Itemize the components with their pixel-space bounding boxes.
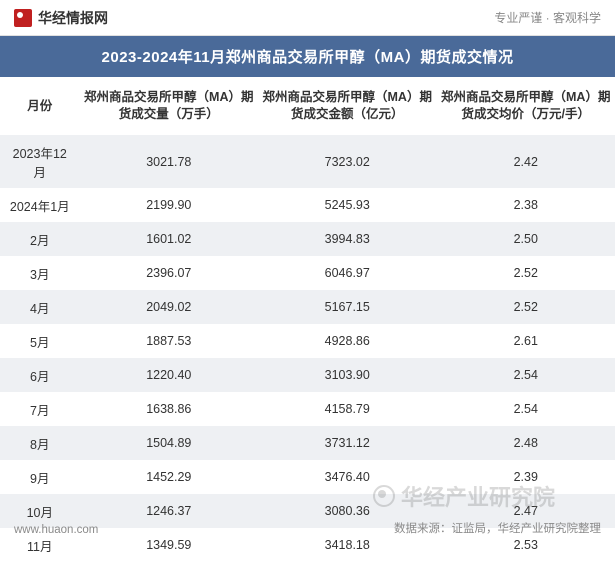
table-cell: 2049.02 [80, 290, 258, 324]
col-header-month: 月份 [0, 77, 80, 135]
table-cell: 3月 [0, 256, 80, 290]
table-row: 2023年12月3021.787323.022.42 [0, 135, 615, 188]
table-cell: 5167.15 [258, 290, 436, 324]
table-cell: 2396.07 [80, 256, 258, 290]
table-cell: 2.54 [436, 392, 615, 426]
page-footer: www.huaon.com 数据来源：证监局，华经产业研究院整理 [0, 520, 615, 536]
table-cell: 4158.79 [258, 392, 436, 426]
table-cell: 1601.02 [80, 222, 258, 256]
footer-source: 数据来源：证监局，华经产业研究院整理 [394, 520, 601, 536]
brand-name: 华经情报网 [38, 8, 108, 28]
table-cell: 2.50 [436, 222, 615, 256]
table-cell: 3731.12 [258, 426, 436, 460]
table-row: 8月1504.893731.122.48 [0, 426, 615, 460]
table-row: 5月1887.534928.862.61 [0, 324, 615, 358]
brand-logo-icon [14, 9, 32, 27]
table-cell: 2.42 [436, 135, 615, 188]
table-row: 3月2396.076046.972.52 [0, 256, 615, 290]
table-cell: 3994.83 [258, 222, 436, 256]
table-cell: 9月 [0, 460, 80, 494]
table-row: 2月1601.023994.832.50 [0, 222, 615, 256]
table-cell: 2.52 [436, 290, 615, 324]
table-cell: 2.61 [436, 324, 615, 358]
table-cell: 6046.97 [258, 256, 436, 290]
data-table: 月份 郑州商品交易所甲醇（MA）期货成交量（万手） 郑州商品交易所甲醇（MA）期… [0, 77, 615, 562]
brand-tagline: 专业严谨 · 客观科学 [494, 9, 601, 26]
table-cell: 2024年1月 [0, 188, 80, 222]
table-cell: 4月 [0, 290, 80, 324]
table-body: 2023年12月3021.787323.022.422024年1月2199.90… [0, 135, 615, 562]
table-cell: 3103.90 [258, 358, 436, 392]
table-cell: 5月 [0, 324, 80, 358]
col-header-amount: 郑州商品交易所甲醇（MA）期货成交金额（亿元） [258, 77, 436, 135]
table-cell: 1887.53 [80, 324, 258, 358]
table-cell: 5245.93 [258, 188, 436, 222]
page-header: 华经情报网 专业严谨 · 客观科学 [0, 0, 615, 36]
table-cell: 2.52 [436, 256, 615, 290]
table-row: 4月2049.025167.152.52 [0, 290, 615, 324]
table-cell: 2199.90 [80, 188, 258, 222]
page-title: 2023-2024年11月郑州商品交易所甲醇（MA）期货成交情况 [0, 36, 615, 77]
table-cell: 3476.40 [258, 460, 436, 494]
data-table-wrap: 月份 郑州商品交易所甲醇（MA）期货成交量（万手） 郑州商品交易所甲醇（MA）期… [0, 77, 615, 562]
table-row: 7月1638.864158.792.54 [0, 392, 615, 426]
table-head: 月份 郑州商品交易所甲醇（MA）期货成交量（万手） 郑州商品交易所甲醇（MA）期… [0, 77, 615, 135]
table-cell: 2.38 [436, 188, 615, 222]
col-header-volume: 郑州商品交易所甲醇（MA）期货成交量（万手） [80, 77, 258, 135]
table-cell: 7323.02 [258, 135, 436, 188]
table-cell: 1504.89 [80, 426, 258, 460]
table-row: 6月1220.403103.902.54 [0, 358, 615, 392]
table-cell: 2.54 [436, 358, 615, 392]
table-row: 2024年1月2199.905245.932.38 [0, 188, 615, 222]
table-cell: 8月 [0, 426, 80, 460]
table-cell: 6月 [0, 358, 80, 392]
table-cell: 2.39 [436, 460, 615, 494]
table-cell: 2.48 [436, 426, 615, 460]
table-cell: 1452.29 [80, 460, 258, 494]
table-cell: 2023年12月 [0, 135, 80, 188]
table-cell: 2月 [0, 222, 80, 256]
col-header-avgprice: 郑州商品交易所甲醇（MA）期货成交均价（万元/手） [436, 77, 615, 135]
footer-site: www.huaon.com [14, 524, 98, 536]
table-cell: 1638.86 [80, 392, 258, 426]
brand: 华经情报网 [14, 8, 108, 28]
table-cell: 1220.40 [80, 358, 258, 392]
table-row: 9月1452.293476.402.39 [0, 460, 615, 494]
table-cell: 7月 [0, 392, 80, 426]
table-cell: 3021.78 [80, 135, 258, 188]
table-cell: 4928.86 [258, 324, 436, 358]
